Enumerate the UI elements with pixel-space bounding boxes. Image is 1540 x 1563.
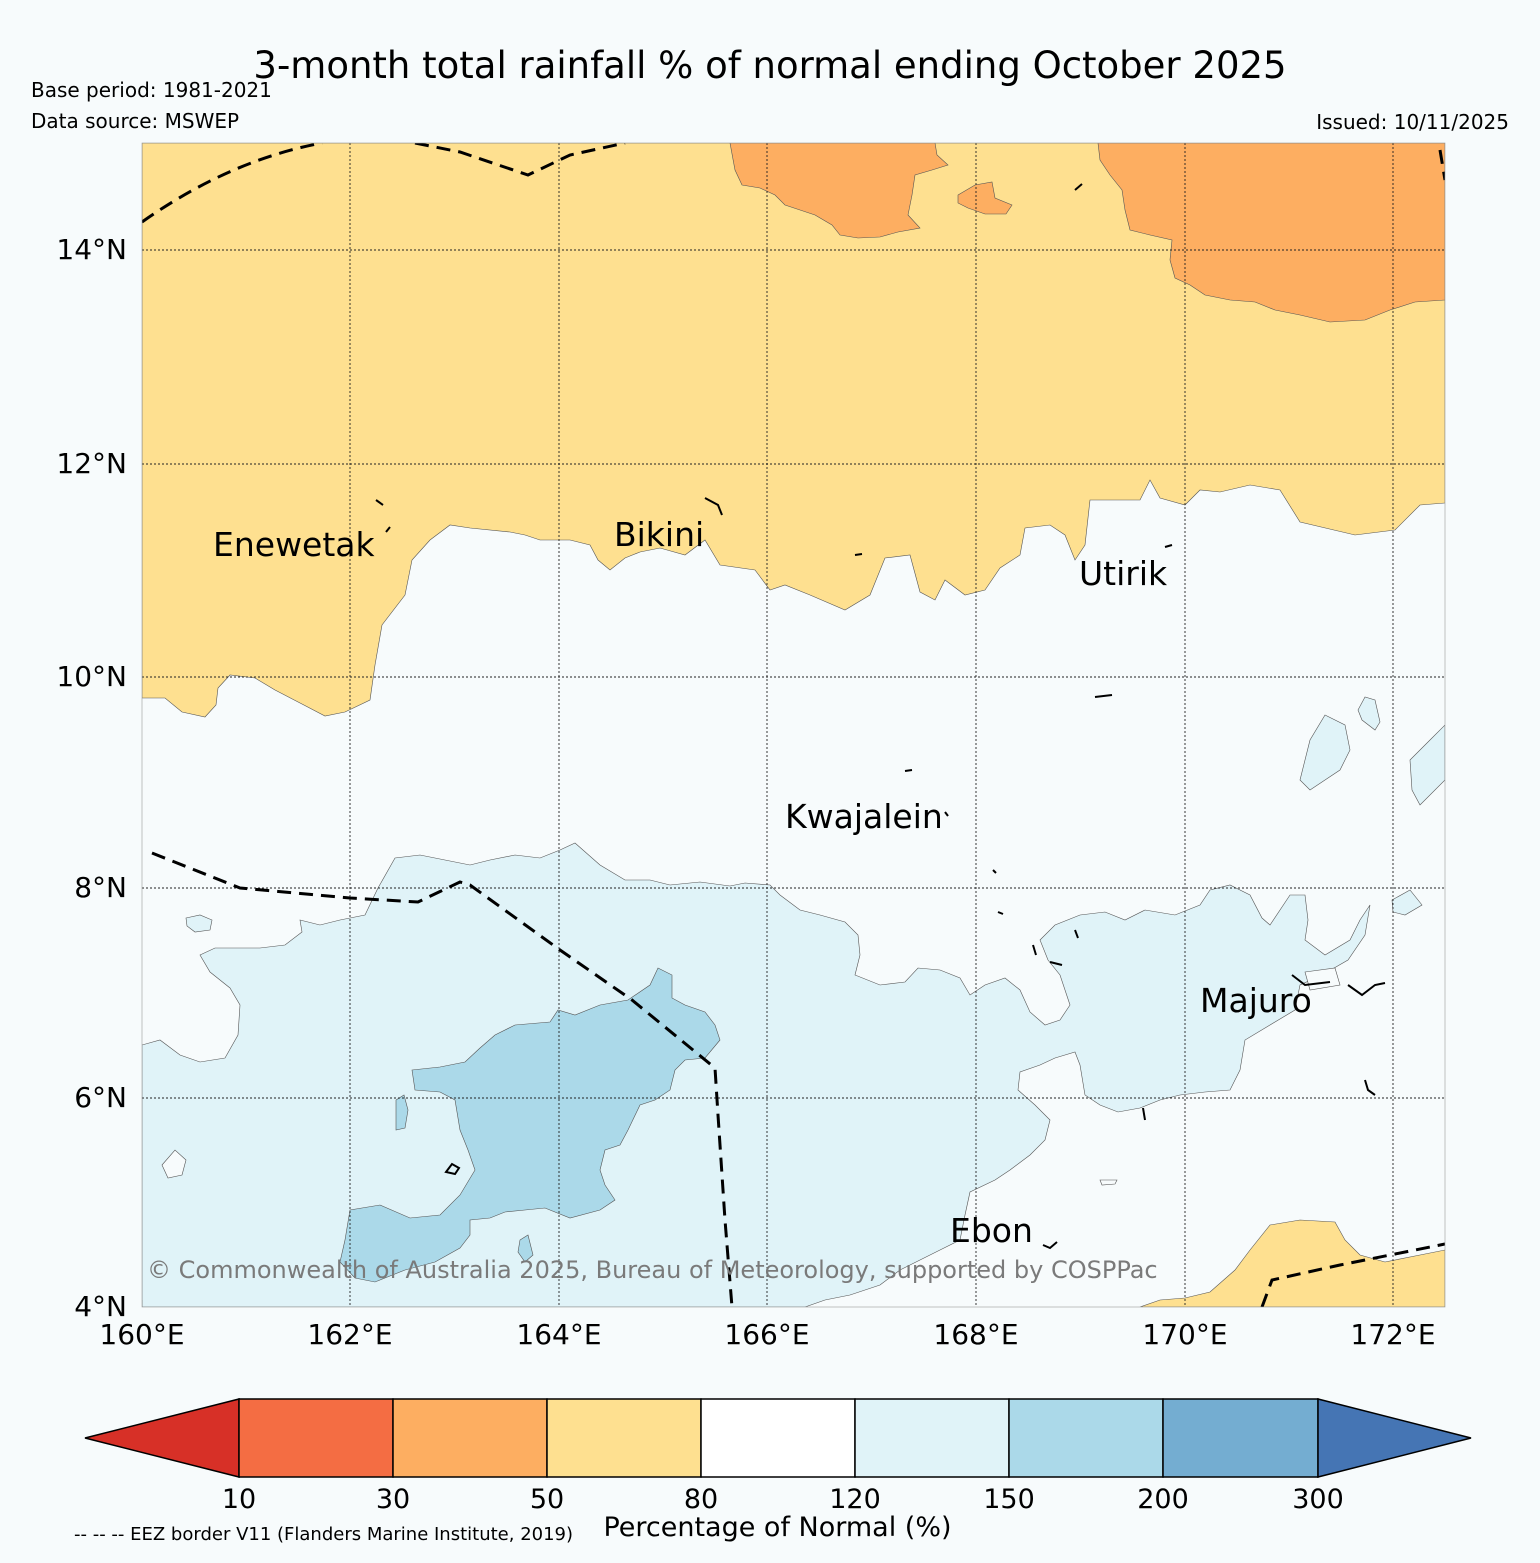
colorbar-extend-high [1317, 1398, 1472, 1478]
colorbar-tick-50: 50 [530, 1484, 564, 1515]
lon-label-170e: 170°E [1142, 1318, 1227, 1351]
place-ebon: Ebon [950, 1211, 1033, 1250]
chart-title: 3-month total rainfall % of normal endin… [253, 44, 1287, 87]
copyright-note: © Commonwealth of Australia 2025, Bureau… [147, 1256, 1158, 1284]
band-120-150-south [142, 842, 1371, 1307]
lat-label-10n: 10°N [56, 660, 127, 693]
colorbar [84, 1398, 1472, 1478]
lon-label-172e: 172°E [1350, 1318, 1435, 1351]
place-majuro: Majuro [1200, 981, 1312, 1020]
band-120-150-patch-e [1391, 889, 1423, 916]
colorbar-extend-low [84, 1398, 240, 1478]
place-enewetak: Enewetak [213, 525, 376, 564]
colorbar-tick-10: 10 [222, 1484, 256, 1515]
lat-label-12n: 12°N [56, 447, 127, 480]
band-30-50-north-blob [957, 181, 1013, 215]
band-120-150-patch-a [185, 914, 213, 933]
band-30-50-north-centre [729, 143, 949, 239]
eez-borders [142, 143, 1445, 1307]
colorbar-tick-150: 150 [983, 1484, 1035, 1515]
colorbar-tick-30: 30 [376, 1484, 410, 1515]
atoll-outlines [375, 183, 1386, 1250]
band-150-200-patch-b [517, 1234, 534, 1263]
colorbar-band-120-150 [854, 1398, 1010, 1478]
graticule [142, 143, 1445, 1307]
colorbar-tick-80: 80 [684, 1484, 718, 1515]
eez-border-note: -- -- -- EEZ border V11 (Flanders Marine… [74, 1524, 574, 1545]
colorbar-band-80-120 [700, 1398, 856, 1478]
band-80-120-hole-c [1099, 1179, 1118, 1186]
band-150-200-patch-a [395, 1094, 409, 1131]
band-50-80-south-east [1139, 1219, 1445, 1307]
band-120-150-patch-d [1409, 724, 1445, 806]
band-150-200-main [339, 967, 721, 1283]
band-120-150-patch-c [1357, 696, 1381, 731]
base-period-note: Base period: 1981-2021 [31, 78, 272, 102]
band-80-120-hole-a [161, 1149, 187, 1179]
lat-label-4n: 4°N [74, 1290, 127, 1323]
lat-label-8n: 8°N [74, 871, 127, 904]
map-plot-area [142, 143, 1445, 1307]
plot-frame [141, 142, 1446, 1308]
lon-label-164e: 164°E [516, 1318, 601, 1351]
lon-label-168e: 168°E [933, 1318, 1018, 1351]
colorbar-band-10-30 [238, 1398, 394, 1478]
colorbar-ticks: 10 30 50 80 120 150 200 300 [222, 1484, 1344, 1515]
colorbar-tick-120: 120 [829, 1484, 881, 1515]
colorbar-band-30-50 [392, 1398, 548, 1478]
band-50-80-north [142, 143, 1445, 718]
data-source-note: Data source: MSWEP [31, 109, 240, 133]
colorbar-band-200-300 [1162, 1398, 1319, 1478]
place-bikini: Bikini [614, 515, 704, 554]
lon-label-160e: 160°E [99, 1318, 184, 1351]
lat-label-6n: 6°N [74, 1081, 127, 1114]
issued-date: Issued: 10/11/2025 [1316, 110, 1509, 134]
colorbar-tick-200: 200 [1137, 1484, 1189, 1515]
colorbar-tick-300: 300 [1292, 1484, 1344, 1515]
band-120-150-patch-b [1299, 714, 1351, 791]
colorbar-title: Percentage of Normal (%) [603, 1512, 952, 1543]
lat-label-14n: 14°N [56, 233, 127, 266]
place-kwajalein: Kwajalein [785, 797, 943, 836]
colorbar-band-50-80 [546, 1398, 702, 1478]
lon-label-166e: 166°E [724, 1318, 809, 1351]
colorbar-band-150-200 [1008, 1398, 1164, 1478]
place-utirik: Utirik [1079, 554, 1168, 593]
lon-label-162e: 162°E [307, 1318, 392, 1351]
